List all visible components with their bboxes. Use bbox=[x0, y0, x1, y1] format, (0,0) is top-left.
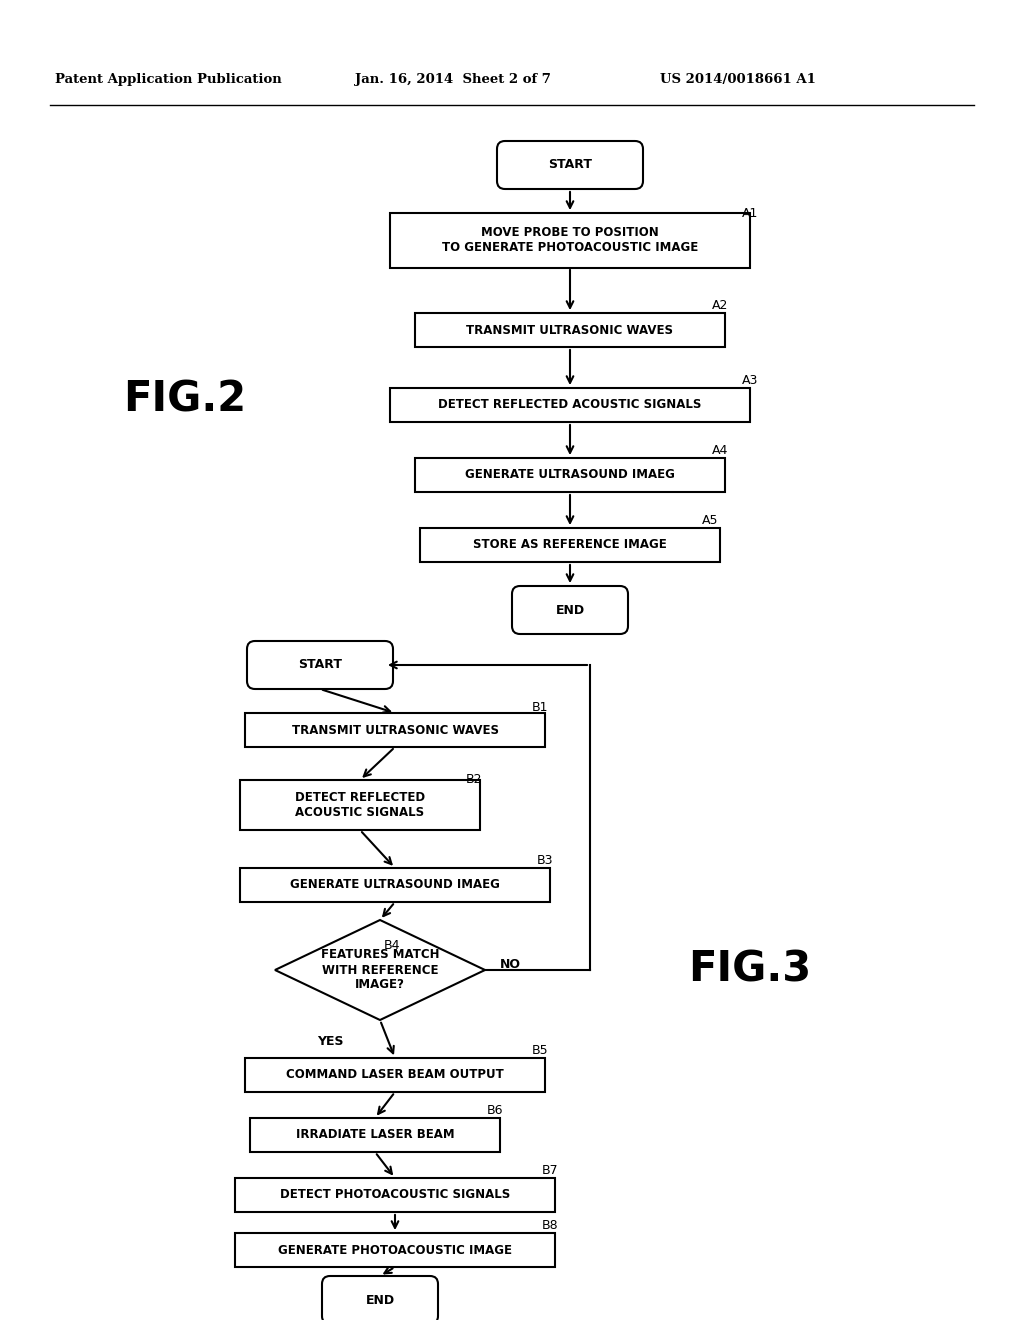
Text: Patent Application Publication: Patent Application Publication bbox=[55, 74, 282, 87]
Polygon shape bbox=[275, 920, 485, 1020]
Text: STORE AS REFERENCE IMAGE: STORE AS REFERENCE IMAGE bbox=[473, 539, 667, 552]
FancyBboxPatch shape bbox=[245, 1059, 545, 1092]
Text: FIG.3: FIG.3 bbox=[688, 949, 812, 991]
FancyBboxPatch shape bbox=[497, 141, 643, 189]
FancyBboxPatch shape bbox=[420, 528, 720, 562]
Text: A4: A4 bbox=[712, 444, 728, 457]
Text: TRANSMIT ULTRASONIC WAVES: TRANSMIT ULTRASONIC WAVES bbox=[292, 723, 499, 737]
Text: FEATURES MATCH
WITH REFERENCE
IMAGE?: FEATURES MATCH WITH REFERENCE IMAGE? bbox=[321, 949, 439, 991]
Text: GENERATE PHOTOACOUSTIC IMAGE: GENERATE PHOTOACOUSTIC IMAGE bbox=[278, 1243, 512, 1257]
Text: IRRADIATE LASER BEAM: IRRADIATE LASER BEAM bbox=[296, 1129, 455, 1142]
Text: DETECT REFLECTED ACOUSTIC SIGNALS: DETECT REFLECTED ACOUSTIC SIGNALS bbox=[438, 399, 701, 412]
Text: B8: B8 bbox=[542, 1218, 558, 1232]
Text: END: END bbox=[555, 603, 585, 616]
Text: A2: A2 bbox=[712, 300, 728, 312]
Text: US 2014/0018661 A1: US 2014/0018661 A1 bbox=[660, 74, 816, 87]
FancyBboxPatch shape bbox=[240, 869, 550, 902]
FancyBboxPatch shape bbox=[390, 213, 750, 268]
Text: B3: B3 bbox=[537, 854, 553, 867]
Text: YES: YES bbox=[316, 1035, 343, 1048]
Text: GENERATE ULTRASOUND IMAEG: GENERATE ULTRASOUND IMAEG bbox=[465, 469, 675, 482]
Text: START: START bbox=[548, 158, 592, 172]
Text: MOVE PROBE TO POSITION
TO GENERATE PHOTOACOUSTIC IMAGE: MOVE PROBE TO POSITION TO GENERATE PHOTO… bbox=[442, 226, 698, 253]
Text: COMMAND LASER BEAM OUTPUT: COMMAND LASER BEAM OUTPUT bbox=[286, 1068, 504, 1081]
FancyBboxPatch shape bbox=[234, 1177, 555, 1212]
Text: B1: B1 bbox=[531, 701, 548, 714]
FancyBboxPatch shape bbox=[250, 1118, 500, 1152]
Text: DETECT PHOTOACOUSTIC SIGNALS: DETECT PHOTOACOUSTIC SIGNALS bbox=[280, 1188, 510, 1201]
FancyBboxPatch shape bbox=[512, 586, 628, 634]
FancyBboxPatch shape bbox=[390, 388, 750, 422]
Text: GENERATE ULTRASOUND IMAEG: GENERATE ULTRASOUND IMAEG bbox=[290, 879, 500, 891]
Text: B5: B5 bbox=[531, 1044, 548, 1057]
Text: FIG.2: FIG.2 bbox=[124, 379, 247, 421]
FancyBboxPatch shape bbox=[415, 313, 725, 347]
Text: START: START bbox=[298, 659, 342, 672]
Text: TRANSMIT ULTRASONIC WAVES: TRANSMIT ULTRASONIC WAVES bbox=[467, 323, 674, 337]
Text: A1: A1 bbox=[741, 207, 758, 220]
Text: DETECT REFLECTED
ACOUSTIC SIGNALS: DETECT REFLECTED ACOUSTIC SIGNALS bbox=[295, 791, 425, 818]
FancyBboxPatch shape bbox=[245, 713, 545, 747]
Text: Jan. 16, 2014  Sheet 2 of 7: Jan. 16, 2014 Sheet 2 of 7 bbox=[355, 74, 551, 87]
FancyBboxPatch shape bbox=[415, 458, 725, 492]
Text: END: END bbox=[366, 1294, 394, 1307]
Text: B4: B4 bbox=[384, 939, 400, 952]
FancyBboxPatch shape bbox=[247, 642, 393, 689]
FancyBboxPatch shape bbox=[322, 1276, 438, 1320]
Text: B6: B6 bbox=[486, 1104, 503, 1117]
Text: B7: B7 bbox=[542, 1164, 558, 1177]
Text: NO: NO bbox=[500, 958, 521, 972]
FancyBboxPatch shape bbox=[240, 780, 480, 830]
Text: A5: A5 bbox=[701, 513, 718, 527]
Text: B2: B2 bbox=[466, 774, 482, 785]
Text: A3: A3 bbox=[741, 374, 758, 387]
FancyBboxPatch shape bbox=[234, 1233, 555, 1267]
